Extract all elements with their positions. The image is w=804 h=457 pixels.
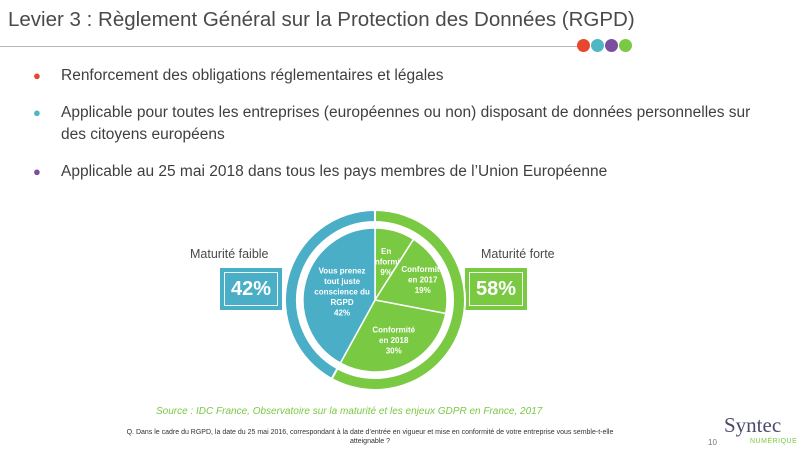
slide-title: Levier 3 : Règlement Général sur la Prot…: [8, 8, 635, 31]
bullet-text: Renforcement des obligations réglementai…: [61, 67, 444, 84]
maturity-low-value: 42%: [224, 272, 278, 306]
accent-dot-red: [577, 39, 590, 52]
pie-slice-label-3: Vous prenez tout juste conscience du RGPD 42…: [314, 267, 370, 318]
pie-slice-1: [373, 238, 448, 315]
bullet-text: Applicable au 25 mai 2018 dans tous les …: [61, 163, 608, 180]
maturity-high-label: Maturité forte: [481, 247, 555, 261]
pie-slice-label-1: Conformité en 2017 19%: [401, 265, 444, 295]
bullet-dot-icon: ●: [33, 105, 41, 120]
maturity-high-value: 58%: [469, 272, 523, 306]
maturity-low-badge: 42%: [220, 268, 282, 310]
title-divider: [0, 46, 580, 47]
pie-slice-2: [339, 299, 447, 373]
maturity-high-badge: 58%: [465, 268, 527, 310]
syntec-logo: Syntec: [724, 413, 782, 437]
pie-slice-3: [302, 227, 376, 365]
accent-dot-teal: [591, 39, 604, 52]
outer-ring-segment-1: [284, 208, 376, 381]
bullet-dot-icon: ●: [33, 68, 41, 83]
bullet-dot-icon: ●: [33, 164, 41, 179]
page-number: 10: [708, 438, 717, 447]
accent-dot-purple: [605, 39, 618, 52]
pie-slice-label-2: Conformité en 2018 30%: [372, 325, 415, 355]
bullet-text: Applicable pour toutes les entreprises (…: [61, 104, 751, 143]
pie-slice-label-0: En conformité 9%: [365, 247, 407, 277]
source-note: Source : IDC France, Observatoire sur la…: [156, 406, 543, 417]
survey-question: Q. Dans le cadre du RGPD, la date du 25 …: [126, 429, 614, 445]
accent-dot-green: [619, 39, 632, 52]
maturity-low-label: Maturité faible: [190, 247, 269, 261]
syntec-logo-subtitle: NUMÉRIQUE: [750, 438, 798, 445]
